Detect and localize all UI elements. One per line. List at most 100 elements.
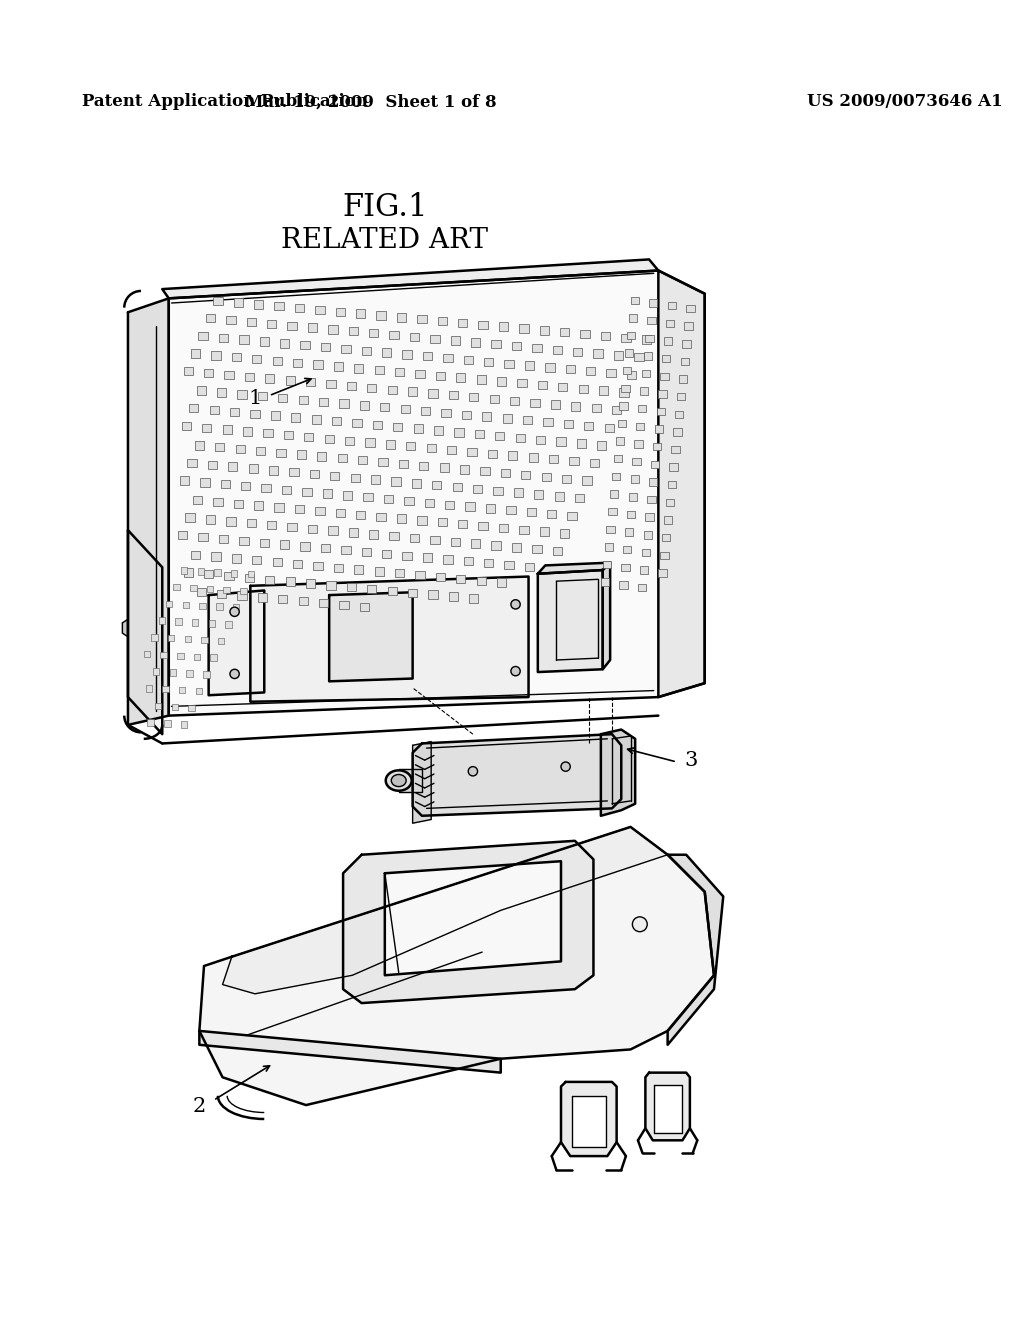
Bar bbox=[642, 549, 650, 556]
Bar bbox=[213, 498, 222, 506]
Bar bbox=[617, 420, 626, 428]
Bar bbox=[597, 441, 606, 450]
Polygon shape bbox=[162, 260, 658, 298]
Bar bbox=[612, 407, 622, 414]
Bar bbox=[393, 422, 402, 430]
Bar bbox=[290, 469, 299, 477]
Bar bbox=[610, 490, 618, 498]
Bar bbox=[565, 366, 574, 374]
Bar bbox=[423, 352, 432, 360]
Bar bbox=[334, 564, 343, 572]
Bar bbox=[329, 325, 338, 334]
Bar bbox=[184, 636, 191, 643]
Bar bbox=[306, 579, 315, 587]
Bar bbox=[663, 355, 671, 363]
Bar bbox=[199, 331, 208, 341]
Bar bbox=[359, 602, 369, 611]
Bar bbox=[446, 446, 457, 454]
Bar bbox=[402, 552, 412, 560]
Bar bbox=[679, 375, 687, 383]
Bar bbox=[206, 314, 215, 322]
Text: RELATED ART: RELATED ART bbox=[282, 227, 488, 255]
Bar bbox=[651, 461, 659, 469]
Bar bbox=[664, 516, 673, 524]
Bar bbox=[613, 455, 623, 462]
Bar bbox=[375, 366, 384, 375]
Bar bbox=[462, 411, 471, 418]
Bar bbox=[656, 408, 665, 416]
Bar bbox=[457, 574, 466, 583]
Bar bbox=[549, 455, 558, 463]
Bar bbox=[449, 593, 458, 601]
Bar bbox=[254, 300, 263, 309]
Bar bbox=[276, 449, 286, 457]
Bar bbox=[439, 463, 449, 471]
Bar bbox=[514, 488, 523, 496]
Bar bbox=[186, 671, 193, 677]
Bar bbox=[658, 569, 667, 577]
Bar bbox=[224, 572, 233, 581]
Bar bbox=[247, 519, 256, 528]
Bar bbox=[471, 338, 480, 347]
Bar bbox=[252, 556, 261, 565]
Bar bbox=[373, 421, 382, 429]
Bar bbox=[308, 524, 317, 533]
Bar bbox=[631, 297, 639, 304]
Bar bbox=[404, 496, 414, 506]
Bar bbox=[640, 566, 648, 574]
Bar bbox=[417, 315, 427, 323]
Bar bbox=[482, 412, 492, 421]
Bar bbox=[567, 512, 577, 520]
Bar bbox=[181, 568, 187, 574]
Bar bbox=[458, 520, 467, 528]
Bar bbox=[499, 322, 508, 331]
Bar bbox=[347, 381, 356, 391]
Bar bbox=[295, 304, 304, 313]
Bar bbox=[530, 399, 540, 407]
Bar bbox=[350, 474, 359, 482]
Bar bbox=[330, 471, 339, 480]
Bar bbox=[573, 347, 583, 356]
Bar bbox=[677, 393, 685, 400]
Bar bbox=[252, 355, 261, 363]
Bar bbox=[423, 553, 432, 562]
Bar bbox=[475, 430, 484, 438]
Bar bbox=[436, 573, 445, 581]
Bar bbox=[556, 437, 565, 446]
Bar bbox=[179, 686, 185, 693]
Bar bbox=[476, 375, 485, 384]
Bar bbox=[464, 356, 473, 364]
Bar bbox=[443, 354, 453, 363]
Bar bbox=[213, 297, 222, 305]
Bar bbox=[286, 376, 295, 384]
Bar bbox=[299, 597, 308, 606]
Bar bbox=[525, 562, 535, 572]
Bar bbox=[199, 533, 208, 541]
Bar bbox=[377, 512, 386, 521]
Bar bbox=[369, 531, 378, 539]
Polygon shape bbox=[601, 730, 635, 816]
Bar bbox=[143, 651, 151, 657]
Bar bbox=[217, 590, 226, 598]
Bar bbox=[668, 480, 676, 488]
Bar bbox=[412, 479, 421, 487]
Bar bbox=[606, 368, 615, 378]
Bar bbox=[547, 510, 556, 519]
Bar bbox=[329, 527, 338, 535]
Bar bbox=[286, 577, 295, 586]
Bar bbox=[473, 484, 482, 494]
Bar bbox=[369, 329, 378, 338]
Bar bbox=[334, 363, 343, 371]
Bar bbox=[238, 591, 247, 599]
Bar bbox=[317, 453, 327, 461]
Polygon shape bbox=[645, 1073, 690, 1140]
Bar bbox=[449, 391, 458, 400]
Bar bbox=[348, 528, 358, 537]
Bar bbox=[532, 545, 542, 553]
Bar bbox=[356, 309, 366, 318]
Bar bbox=[338, 454, 347, 462]
Bar bbox=[341, 546, 350, 554]
Bar bbox=[147, 719, 154, 726]
Bar bbox=[183, 568, 193, 577]
Bar bbox=[339, 400, 348, 408]
